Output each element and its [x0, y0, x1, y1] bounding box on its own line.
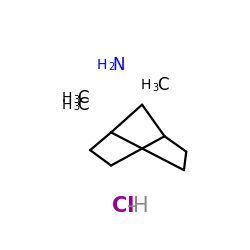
Text: C: C [78, 96, 89, 114]
Text: H: H [141, 78, 152, 92]
Text: C: C [78, 89, 89, 107]
Text: H: H [133, 196, 148, 216]
Text: 3: 3 [152, 83, 158, 93]
Text: –: – [126, 196, 137, 216]
Text: N: N [112, 56, 125, 74]
Text: 3: 3 [73, 96, 79, 106]
Text: 2: 2 [108, 62, 114, 72]
Text: 3: 3 [73, 102, 79, 113]
Text: Cl: Cl [112, 196, 134, 216]
Text: C: C [157, 76, 168, 94]
Text: H: H [62, 91, 72, 105]
Text: H: H [97, 58, 107, 72]
Text: H: H [62, 98, 72, 112]
